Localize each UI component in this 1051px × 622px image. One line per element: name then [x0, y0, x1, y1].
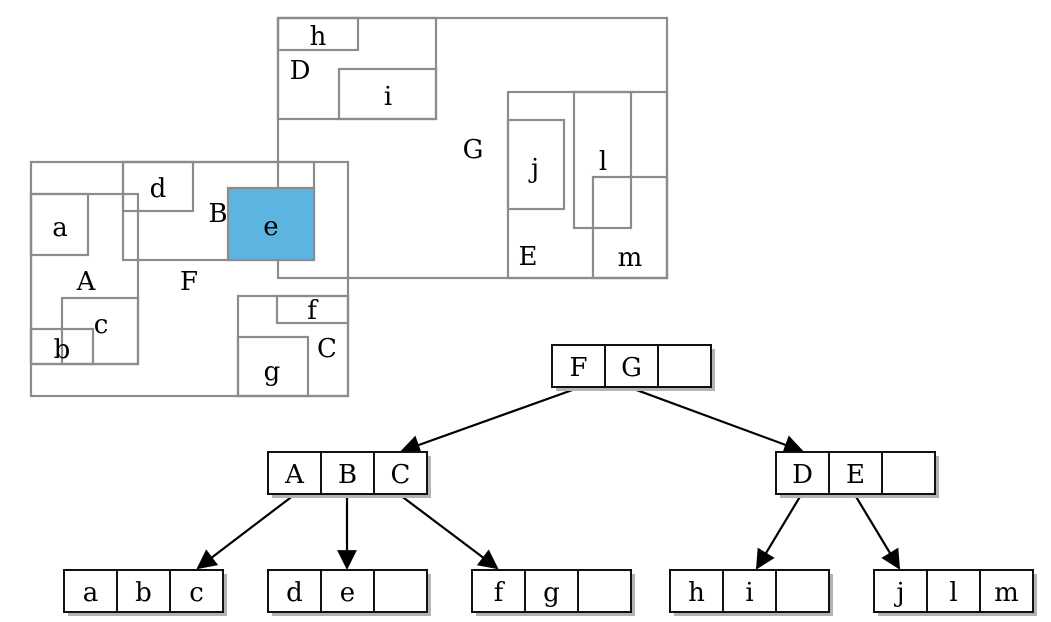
node-de-entry: e	[340, 578, 355, 608]
region-label-A: A	[76, 267, 97, 297]
region-e	[226, 186, 316, 262]
node-de-cell	[373, 569, 428, 613]
region-label-m: m	[618, 243, 643, 273]
node-jlm-cell	[979, 569, 1034, 613]
node-hi-entry: h	[688, 578, 705, 608]
region-label-j: j	[528, 154, 539, 184]
node-hi-cell	[669, 569, 724, 613]
node-de-cell	[320, 569, 375, 613]
node-root-cell	[551, 344, 606, 388]
edge-ABC-abc	[196, 494, 295, 570]
node-root-cell	[604, 344, 659, 388]
node-de-cell	[267, 569, 322, 613]
tree-nodes: F GA B C D Ea b c d e f g h i j l m	[63, 344, 1037, 616]
region-label-l: l	[599, 147, 607, 177]
region-label-i: i	[384, 82, 392, 112]
edge-DE-jlm	[854, 494, 901, 570]
region-labels: h D i G j l E m d B e a A F c b f C g	[52, 22, 642, 387]
region-map	[29, 16, 669, 398]
region-a	[29, 192, 90, 257]
region-label-B: B	[208, 199, 227, 229]
edge-root-DE	[630, 386, 804, 455]
node-ABC-cell	[267, 451, 322, 495]
node-root-entry: F	[569, 353, 587, 383]
region-label-F: F	[180, 267, 198, 297]
node-DE-entry: E	[846, 460, 865, 490]
region-label-D: D	[290, 56, 311, 86]
node-de-entry: d	[286, 578, 303, 608]
node-fg-entry: f	[494, 578, 506, 608]
node-jlm-entry: m	[994, 578, 1019, 608]
node-abc: a b c	[63, 569, 227, 616]
region-label-G: G	[463, 135, 484, 165]
edge-root-ABC	[400, 386, 579, 455]
edge-DE-hi	[755, 494, 802, 570]
node-ABC-entry: C	[391, 460, 411, 490]
region-label-d: d	[150, 174, 167, 204]
node-DE-cell	[775, 451, 830, 495]
node-ABC: A B C	[267, 451, 431, 498]
node-jlm-entry: j	[893, 578, 904, 608]
node-root-cell	[657, 344, 712, 388]
region-label-a: a	[52, 213, 68, 243]
region-h	[276, 16, 360, 52]
tree-edges	[196, 386, 901, 570]
node-fg-entry: g	[543, 578, 560, 608]
region-j	[506, 118, 566, 211]
region-label-C: C	[317, 334, 337, 364]
region-label-e: e	[263, 212, 278, 242]
node-hi-cell	[722, 569, 777, 613]
node-ABC-cell	[373, 451, 428, 495]
node-jlm-cell	[873, 569, 928, 613]
node-ABC-cell	[320, 451, 375, 495]
region-c	[60, 296, 140, 366]
region-label-c: c	[94, 310, 109, 340]
region-label-h: h	[310, 22, 327, 52]
region-g	[236, 335, 310, 398]
region-label-E: E	[519, 242, 538, 272]
node-DE-entry: D	[792, 460, 813, 490]
node-abc-cell	[63, 569, 118, 613]
node-abc-entry: a	[83, 578, 99, 608]
node-jlm-entry: l	[949, 578, 957, 608]
node-ABC-entry: B	[338, 460, 357, 490]
region-d	[121, 160, 195, 213]
node-fg-cell	[577, 569, 632, 613]
node-DE-cell	[881, 451, 936, 495]
node-abc-cell	[116, 569, 171, 613]
node-hi-cell	[775, 569, 830, 613]
region-label-b: b	[54, 335, 71, 365]
node-abc-entry: c	[189, 578, 204, 608]
region-i	[337, 67, 438, 121]
region-l	[572, 90, 633, 230]
node-abc-entry: b	[135, 578, 152, 608]
region-m	[591, 175, 669, 280]
region-b	[29, 327, 95, 366]
node-jlm-cell	[926, 569, 981, 613]
region-label-g: g	[264, 357, 281, 387]
region-f	[275, 294, 350, 325]
node-ABC-entry: A	[284, 460, 305, 490]
edge-ABC-fg	[399, 494, 499, 570]
region-label-f: f	[307, 296, 319, 326]
node-hi-entry: i	[745, 578, 753, 608]
node-abc-cell	[169, 569, 224, 613]
node-root-entry: G	[621, 353, 642, 383]
